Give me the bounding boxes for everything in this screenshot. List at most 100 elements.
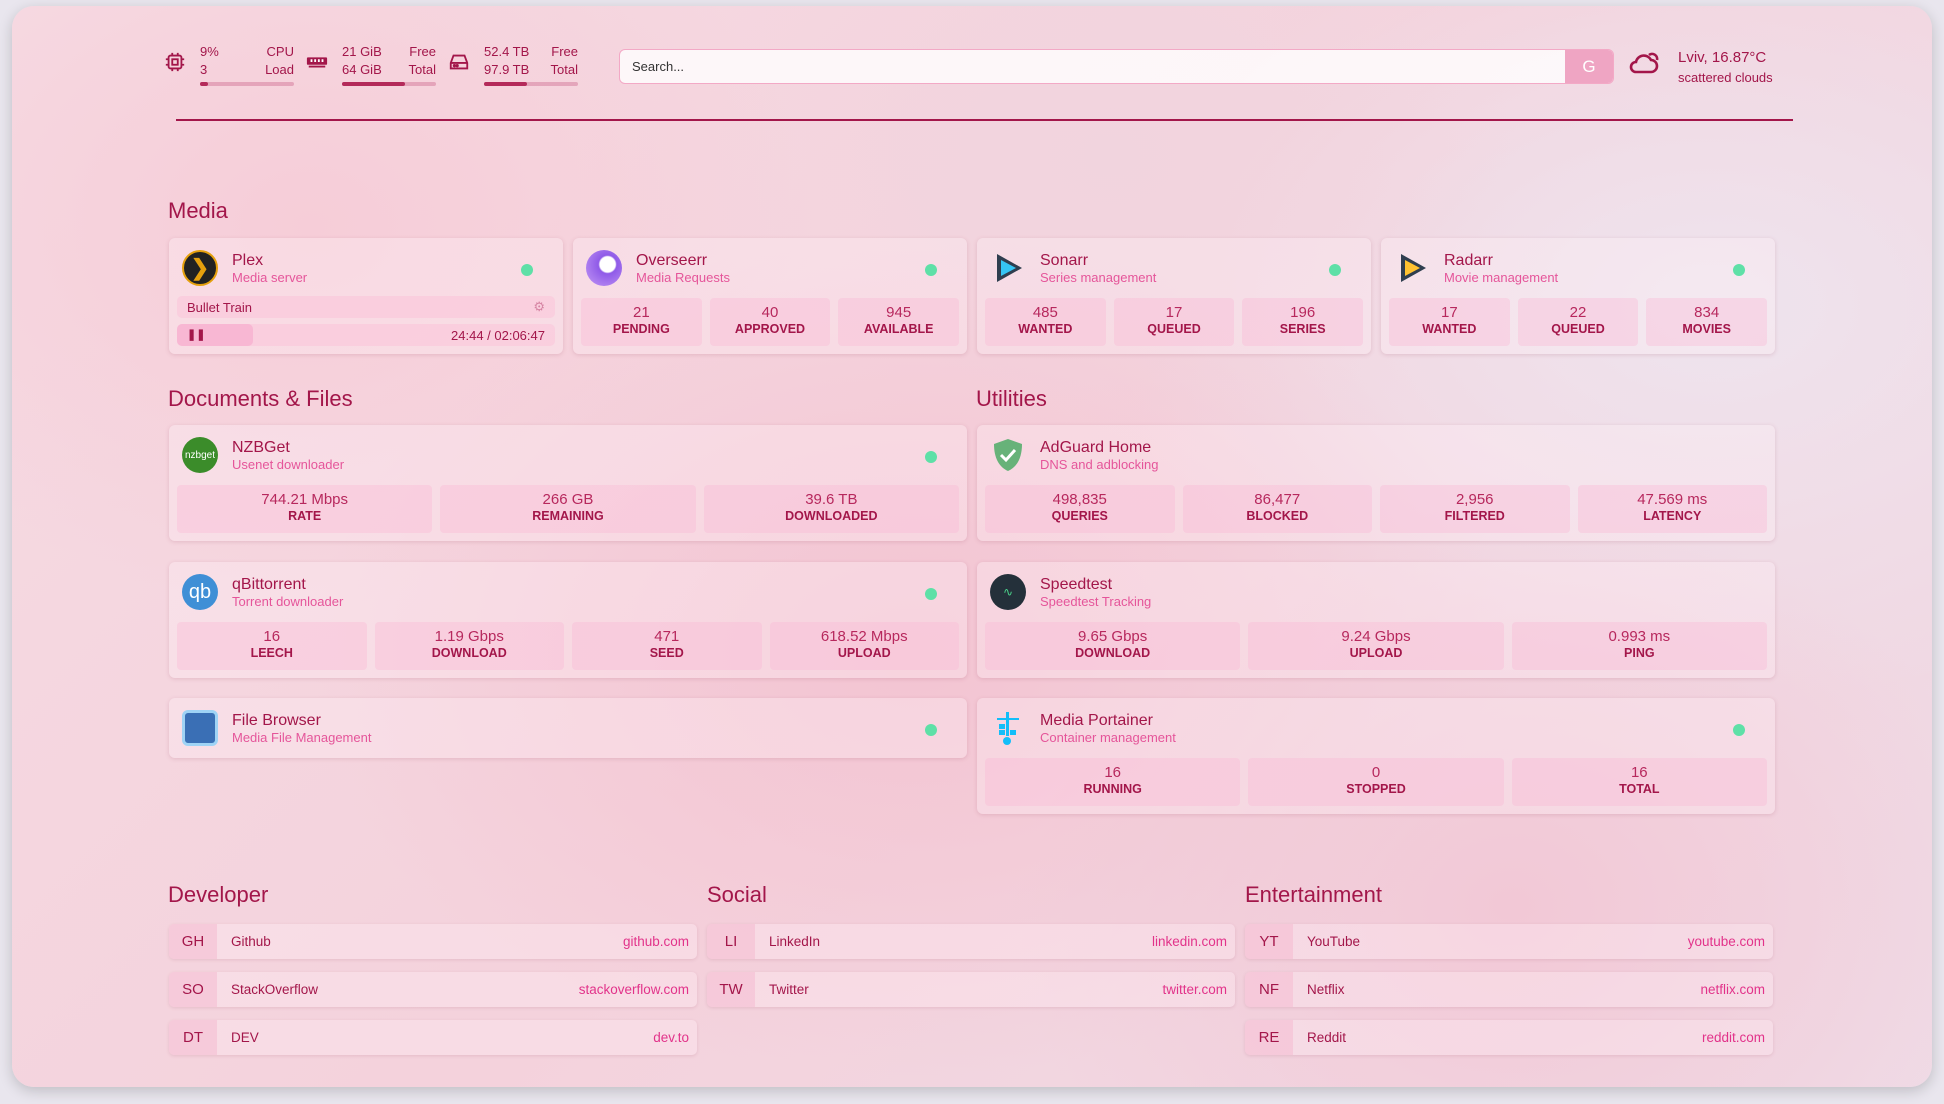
stat-block: 0 STOPPED [1248,758,1504,806]
bookmark-dev[interactable]: DT DEV dev.to [169,1020,697,1055]
bookmark-linkedin[interactable]: LI LinkedIn linkedin.com [707,924,1235,959]
radarr-icon [1389,250,1444,286]
stat-value: 16 [263,628,281,645]
stat-value: 39.6 TB [805,491,858,508]
file-browser-icon [177,710,232,746]
stat-value: 0 [1371,764,1381,781]
service-card-speedtest[interactable]: ∿ Speedtest Speedtest Tracking 9.65 Gbps… [977,562,1775,678]
bookmark-stackoverflow[interactable]: SO StackOverflow stackoverflow.com [169,972,697,1007]
free-label: Free [409,44,436,59]
bookmark-twitter[interactable]: TW Twitter twitter.com [707,972,1235,1007]
service-description: Torrent downloader [232,594,344,609]
service-card-adguard[interactable]: AdGuard Home DNS and adblocking 498,835 Q… [977,425,1775,541]
stat-label: BLOCKED [1246,509,1309,523]
cpu-bar [200,82,294,86]
search-provider-button[interactable]: G [1565,50,1613,83]
stat-value: 16 [1630,764,1648,781]
service-name[interactable]: Overseerr [636,252,708,269]
service-card-portainer[interactable]: Media Portainer Container management 16 R… [977,698,1775,814]
search-box: G [619,49,1614,84]
stat-value: 1.19 Gbps [434,628,504,645]
bookmark-url[interactable]: twitter.com [1162,982,1227,997]
settings-icon: ⚙ [533,299,545,314]
service-stats: 16 LEECH 1.19 Gbps DOWNLOAD 471 SEED 618.52 Mb… [177,622,959,670]
stat-block: 744.21 Mbps RATE [177,485,433,533]
bookmark-github[interactable]: GH Github github.com [169,924,697,959]
stat-label: LATENCY [1643,509,1702,523]
memory-widget: 21 GiB Free 64 GiB Total [306,43,436,86]
service-name[interactable]: Sonarr [1040,252,1089,269]
stat-value: 9.65 Gbps [1078,628,1148,645]
service-name[interactable]: NZBGet [232,439,290,456]
service-description: DNS and adblocking [1040,457,1159,472]
status-dot [521,264,533,276]
stat-block: 21 PENDING [581,298,702,346]
stat-label: UPLOAD [1349,646,1403,660]
service-name[interactable]: Speedtest [1040,576,1113,593]
bookmark-url[interactable]: youtube.com [1687,934,1765,949]
memory-free: 21 GiB [342,44,382,59]
stat-value: 21 [632,304,650,321]
bookmark-reddit[interactable]: RE Reddit reddit.com [1245,1020,1773,1055]
service-card-nzbget[interactable]: nzbget NZBGet Usenet downloader 744.21 M… [169,425,967,541]
weather-condition: scattered clouds [1678,70,1773,85]
stat-block: 0.993 ms PING [1511,622,1767,670]
stat-block: 47.569 ms LATENCY [1577,485,1767,533]
service-card-sonarr[interactable]: Sonarr Series management 485 WANTED 17 QUEU… [977,238,1371,354]
service-name[interactable]: File Browser [232,712,321,729]
service-name[interactable]: Radarr [1444,252,1493,269]
bookmark-name: YouTube [1307,934,1361,949]
service-card-qbit[interactable]: qb qBittorrent Torrent downloader 16 LEEC… [169,562,967,678]
bookmark-url[interactable]: dev.to [653,1030,689,1045]
stat-label: TOTAL [1619,782,1660,796]
stat-block: 834 MOVIES [1646,298,1768,346]
stat-value: 17 [1165,304,1183,321]
service-stats: 21 PENDING 40 APPROVED 945 AVAILABLE [581,298,960,346]
service-name[interactable]: Media Portainer [1040,712,1153,729]
section-title-developer: Developer [168,882,269,907]
bookmark-abbr: RE [1245,1020,1293,1055]
adguard-shield-icon [985,437,1040,473]
section-title-media: Media [168,198,228,223]
stat-label: QUEUED [1147,322,1201,336]
stat-label: DOWNLOAD [431,646,507,660]
overseerr-icon [581,250,636,286]
disk-widget: 52.4 TB Free 97.9 TB Total [448,43,578,86]
service-card-plex[interactable]: ❯ Plex Media server Bullet Train ⚙ ❚❚ 24:4… [169,238,563,354]
service-card-radarr[interactable]: Radarr Movie management 17 WANTED 22 QUEUED… [1381,238,1775,354]
cpu-label: CPU [266,44,294,59]
stat-label: AVAILABLE [863,322,934,336]
stat-block: 266 GB REMAINING [440,485,696,533]
header-divider [176,119,1793,121]
bookmark-url[interactable]: github.com [622,934,689,949]
service-card-overseerr[interactable]: Overseerr Media Requests 21 PENDING 40 APPR… [573,238,967,354]
stat-block: 9.65 Gbps DOWNLOAD [985,622,1241,670]
service-name[interactable]: AdGuard Home [1040,439,1152,456]
bookmark-url[interactable]: reddit.com [1701,1030,1765,1045]
bookmark-name: Twitter [769,982,809,997]
status-dot [925,264,937,276]
disk-bar [484,82,578,86]
bookmark-url[interactable]: stackoverflow.com [578,982,689,997]
service-card-filebrowser[interactable]: File Browser Media File Management [169,698,967,758]
bookmark-netflix[interactable]: NF Netflix netflix.com [1245,972,1773,1007]
search-input[interactable] [620,50,1565,83]
stat-label: APPROVED [734,322,806,336]
stat-value: 485 [1032,304,1058,321]
pause-icon[interactable]: ❚❚ [177,324,253,346]
bookmark-url[interactable]: netflix.com [1700,982,1765,997]
service-name[interactable]: qBittorrent [232,576,306,593]
bookmark-abbr: LI [707,924,755,959]
bookmark-youtube[interactable]: YT YouTube youtube.com [1245,924,1773,959]
stat-label: STOPPED [1346,782,1406,796]
status-dot [1733,264,1745,276]
disk-icon [449,54,469,70]
bookmark-url[interactable]: linkedin.com [1151,934,1227,949]
bookmark-abbr: NF [1245,972,1293,1007]
total-label: Total [550,62,578,77]
stat-value: 22 [1569,304,1587,321]
service-name[interactable]: Plex [232,252,264,269]
stat-label: QUEUED [1551,322,1605,336]
stat-value: 834 [1694,304,1720,321]
stat-label: SERIES [1279,322,1326,336]
